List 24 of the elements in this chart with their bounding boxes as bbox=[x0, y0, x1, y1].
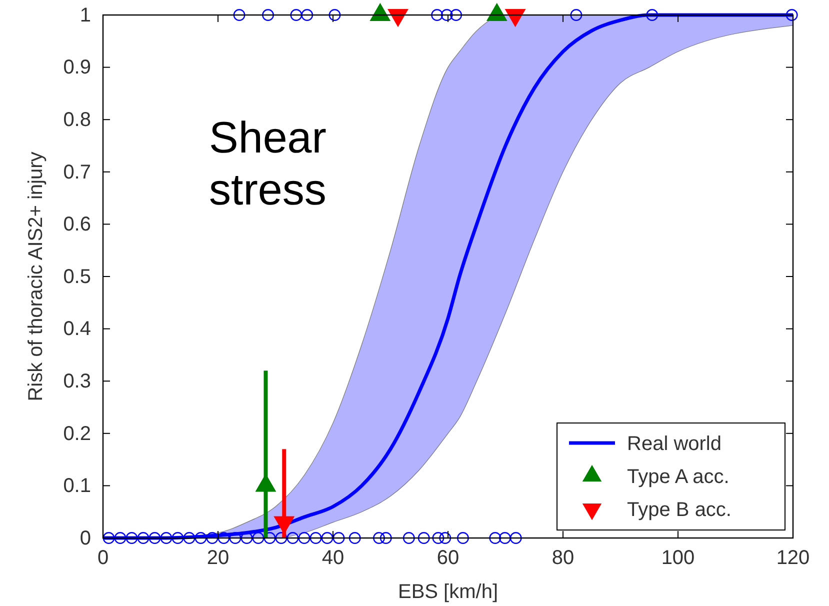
x-tick-label: 40 bbox=[322, 547, 344, 570]
x-tick-label: 60 bbox=[436, 547, 460, 570]
y-tick-label: 1 bbox=[80, 4, 91, 26]
x-axis-title: EBS [km/h] bbox=[398, 581, 498, 603]
x-tick-label: 20 bbox=[206, 547, 230, 570]
y-tick-label: 0.7 bbox=[63, 161, 91, 184]
x-tick-label: 100 bbox=[661, 547, 695, 570]
legend-label: Type B acc. bbox=[627, 499, 732, 521]
y-tick-label: 0.6 bbox=[63, 214, 91, 236]
y-tick-label: 0.4 bbox=[63, 318, 91, 340]
x-tick-label: 0 bbox=[97, 547, 109, 570]
annotation: Shear stress bbox=[209, 114, 326, 215]
y-tick-label: 0.5 bbox=[63, 266, 91, 288]
x-tick-label: 80 bbox=[552, 547, 574, 570]
y-tick-label: 0.8 bbox=[63, 109, 91, 131]
y-tick-label: 0.1 bbox=[63, 475, 91, 498]
x-tick-label: 120 bbox=[776, 547, 810, 570]
y-tick-label: 0 bbox=[80, 527, 91, 550]
y-tick-label: 0.3 bbox=[63, 370, 91, 392]
legend-label: Type A acc. bbox=[627, 466, 730, 488]
y-tick-label: 0.2 bbox=[63, 422, 91, 445]
y-axis-title: Risk of thoracic AIS2+ injury bbox=[25, 152, 47, 402]
legend-label: Real world bbox=[627, 433, 722, 455]
y-tick-label: 0.9 bbox=[63, 56, 91, 79]
